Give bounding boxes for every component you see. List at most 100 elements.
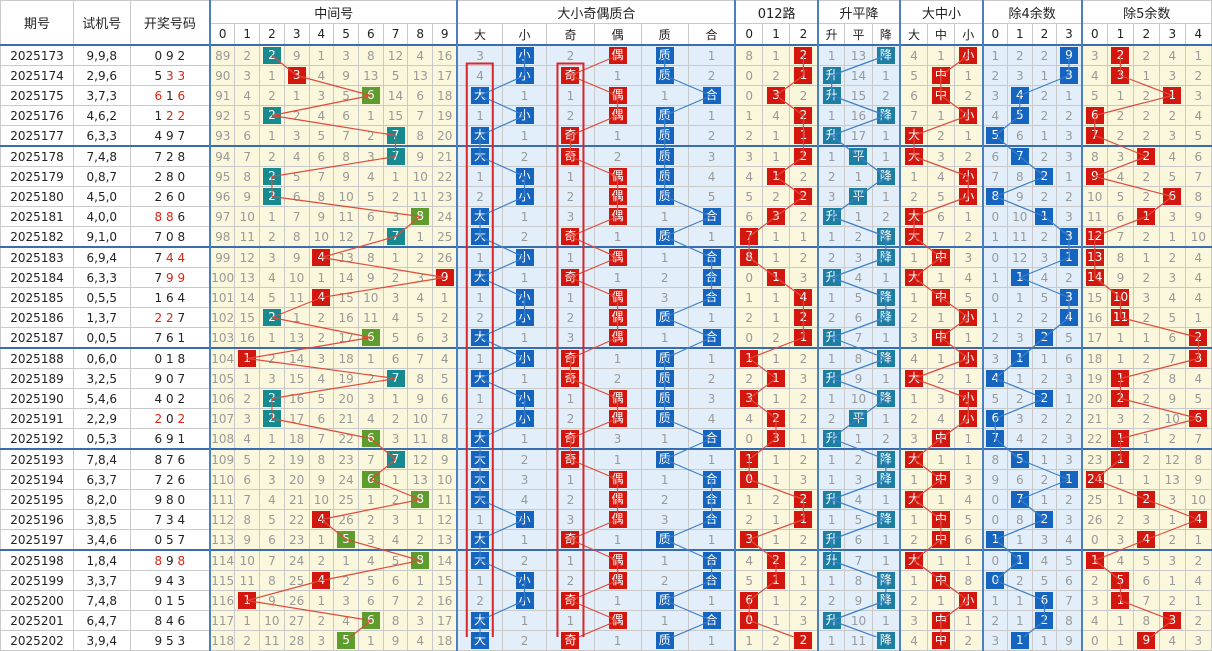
dzx-cell-0: 1 [899, 570, 928, 591]
dzx-marker: 大 [905, 552, 924, 569]
size-cell-1: 小 [501, 388, 548, 409]
mid-cell-9: 22 [432, 166, 458, 187]
trend-cell-2: 降 [871, 246, 901, 268]
winning-digit: 2 [166, 472, 174, 487]
mod4-cell-3: 3 [1056, 287, 1083, 308]
mod4-subheader-0: 0 [981, 23, 1008, 46]
trend-marker: 降 [876, 592, 895, 609]
mod5-cell-4: 7 [1184, 166, 1212, 187]
mid-cell-9: 9 [432, 267, 458, 288]
group-mid-header: 中间号 [209, 0, 458, 24]
mod4-cell-0: 3 [981, 85, 1008, 106]
winning-cell: 9 5 3 [129, 630, 211, 651]
mod4-cell-2: 5 [1031, 570, 1058, 591]
mid-cell-8: 11 [407, 428, 434, 450]
mid-cell-2: 9 [259, 590, 285, 611]
dzx-marker: 中 [931, 471, 950, 488]
mid-cell-3: 26 [283, 590, 310, 611]
road-marker: 3 [740, 531, 759, 548]
trend-cell-0: 升 [816, 489, 846, 510]
mod5-cell-4: 4 [1184, 368, 1212, 389]
mod4-cell-2: 2 [1031, 145, 1058, 167]
mid-cell-2: 2 [259, 408, 285, 429]
trial-cell: 3,7,3 [73, 85, 131, 106]
dzx-cell-0: 大 [899, 549, 928, 571]
winning-digit: 8 [154, 613, 163, 628]
mid-cell-4: 4 [308, 105, 335, 126]
size-marker: 小 [515, 511, 534, 528]
trend-cell-2: 1 [871, 125, 901, 147]
mod5-cell-4: 1 [1184, 529, 1212, 551]
dzx-cell-2: 4 [953, 489, 984, 510]
trend-cell-0: 升 [816, 125, 846, 147]
parity-marker: 奇 [561, 430, 580, 447]
mid-cell-3: 21 [283, 489, 310, 510]
trend-cell-1: 7 [844, 549, 873, 571]
prime-marker: 质 [655, 451, 674, 468]
road-cell-2: 2 [789, 590, 819, 611]
mod5-cell-2: 2 [1132, 105, 1160, 126]
road-cell-2: 1 [789, 570, 819, 591]
trial-cell: 6,4,7 [73, 610, 131, 631]
mid-cell-4: 3 [308, 630, 335, 651]
winning-digit: 9 [177, 270, 186, 285]
dzx-cell-2: 4 [953, 267, 984, 288]
prime-marker: 合 [702, 208, 721, 225]
mod5-cell-3: 5 [1158, 166, 1186, 187]
parity-marker: 偶 [608, 572, 627, 589]
trial-cell: 3,2,5 [73, 368, 131, 389]
mod5-cell-2: 2 [1132, 408, 1160, 429]
winning-digit: 8 [166, 209, 174, 224]
mod4-cell-2: 2 [1031, 166, 1058, 187]
mid-cell-2: 3 [259, 368, 285, 389]
mod5-cell-0: 15 [1080, 287, 1109, 308]
mod5-cell-4: 2 [1184, 549, 1212, 571]
mod4-cell-3: 4 [1056, 307, 1083, 328]
size-cell-0: 2 [456, 307, 503, 328]
road-cell-1: 1 [761, 145, 791, 167]
road-marker: 8 [740, 249, 759, 266]
mod4-cell-1: 6 [1006, 125, 1033, 147]
prime-marker: 合 [702, 87, 721, 104]
mid-marker: 6 [361, 329, 380, 346]
digits-subheader-2: 2 [259, 23, 285, 46]
trend-cell-1: 10 [844, 388, 873, 409]
winning-digit: 6 [177, 452, 186, 467]
road-cell-2: 2 [789, 85, 819, 106]
prime-marker: 质 [655, 370, 674, 387]
group-dxjo-header: 大小奇偶质合 [456, 0, 736, 24]
size-marker: 大 [471, 269, 490, 286]
mid-cell-8: 2 [407, 246, 434, 268]
winning-digit: 0 [177, 189, 186, 204]
mid-cell-3: 1 [283, 307, 310, 328]
dzx-cell-2: 5 [953, 509, 984, 530]
mod4-cell-0: 8 [981, 186, 1008, 207]
parity-marker: 偶 [608, 188, 627, 205]
size-cell-0: 1 [456, 166, 503, 187]
dzx-cell-2: 1 [953, 327, 984, 349]
mid-cell-0: 93 [209, 125, 236, 147]
mid-marker: 2 [262, 309, 281, 326]
size-marker: 大 [471, 228, 490, 245]
dzx-cell-1: 中 [926, 469, 955, 490]
mid-cell-8: 2 [407, 529, 434, 551]
mid-marker: 7 [386, 370, 405, 387]
parity-cell-1: 偶 [593, 489, 642, 510]
winning-digit: 2 [154, 310, 163, 325]
size-marker: 大 [471, 127, 490, 144]
mod4-marker: 1 [1010, 350, 1029, 367]
mid-cell-6: 7 [357, 226, 384, 248]
mid-marker: 8 [411, 491, 430, 508]
mod4-marker: 4 [986, 370, 1005, 387]
mid-cell-1: 13 [234, 267, 261, 288]
winning-cell: 6 9 1 [129, 428, 211, 450]
dzx-cell-2: 小 [953, 307, 984, 328]
size-cell-0: 1 [456, 105, 503, 126]
mod5-cell-3: 3 [1158, 489, 1186, 510]
size-cell-0: 大 [456, 125, 503, 147]
parity-cell-0: 奇 [546, 529, 595, 551]
mod4-cell-1: 4 [1006, 428, 1033, 450]
dzx-subheader-0: 大 [899, 23, 928, 46]
parity-marker: 奇 [561, 531, 580, 548]
table-row: 2025176 4,6,2 1 2 2 92 5 2 2 4 6 1 15 7 19 1 小 2 偶质 1 1 4 2 1… [0, 105, 1212, 126]
